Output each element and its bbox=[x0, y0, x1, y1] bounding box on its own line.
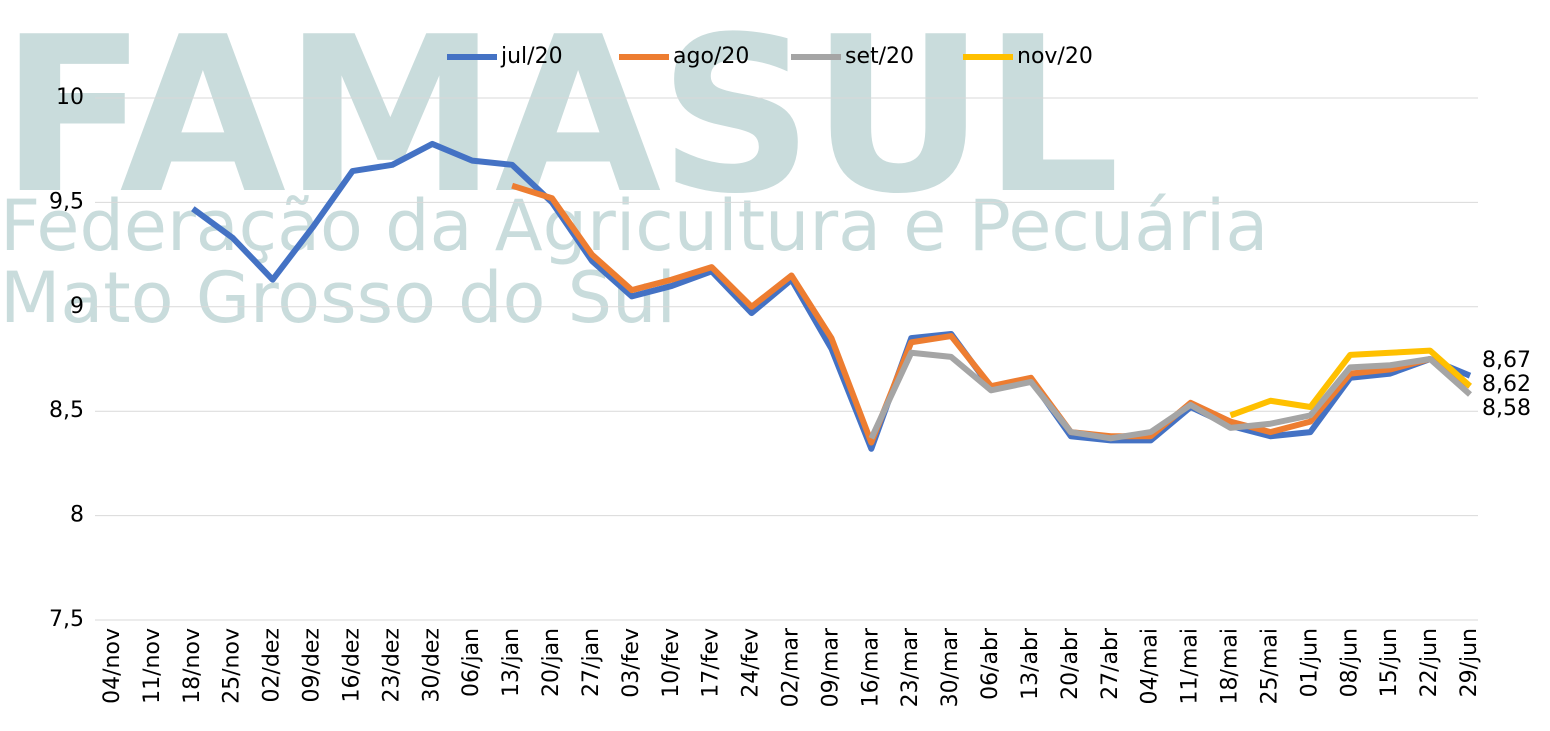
y-tick-label: 7,5 bbox=[49, 607, 84, 632]
x-tick-label: 20/jan bbox=[539, 628, 564, 697]
x-tick-label: 15/jun bbox=[1377, 628, 1402, 697]
x-tick-label: 24/fev bbox=[739, 628, 764, 698]
x-tick-label: 23/mar bbox=[898, 627, 923, 707]
series-line bbox=[191, 140, 1472, 452]
x-tick-label: 10/fev bbox=[659, 628, 684, 698]
series-line bbox=[1229, 347, 1472, 419]
x-tick-label: 29/jun bbox=[1457, 628, 1482, 697]
series-line bbox=[868, 349, 1472, 442]
x-tick-label: 27/abr bbox=[1098, 627, 1123, 700]
legend-label: nov/20 bbox=[1017, 44, 1093, 69]
legend-label: jul/20 bbox=[500, 44, 563, 69]
data-label: 8,58 bbox=[1482, 396, 1531, 421]
x-tick-label: 25/mai bbox=[1257, 628, 1282, 704]
series-line bbox=[511, 182, 1472, 446]
x-tick-label: 02/mar bbox=[779, 627, 804, 707]
watermark: Mato Grosso do Sul bbox=[0, 257, 676, 339]
x-tick-label: 09/mar bbox=[818, 627, 843, 707]
watermark: Federação da Agricultura e Pecuária bbox=[0, 185, 1268, 267]
y-tick-label: 8 bbox=[70, 503, 84, 528]
x-tick-label: 11/mai bbox=[1178, 628, 1203, 704]
x-tick-label: 06/abr bbox=[978, 627, 1003, 700]
x-tick-label: 23/dez bbox=[379, 628, 404, 702]
x-tick-label: 02/dez bbox=[260, 628, 285, 702]
x-tick-label: 13/jan bbox=[499, 628, 524, 697]
x-tick-label: 06/jan bbox=[459, 628, 484, 697]
x-tick-label: 04/mai bbox=[1138, 628, 1163, 704]
x-tick-label: 11/nov bbox=[140, 628, 165, 704]
x-tick-label: 17/fev bbox=[699, 628, 724, 698]
y-tick-label: 10 bbox=[56, 85, 84, 110]
x-tick-label: 13/abr bbox=[1018, 627, 1043, 700]
x-tick-label: 20/abr bbox=[1058, 627, 1083, 700]
watermark: FAMASUL bbox=[0, 0, 1120, 241]
x-tick-label: 30/dez bbox=[419, 628, 444, 702]
x-tick-label: 27/jan bbox=[579, 628, 604, 697]
data-label: 8,62 bbox=[1482, 372, 1531, 397]
x-tick-label: 08/jun bbox=[1337, 628, 1362, 697]
legend-label: set/20 bbox=[845, 44, 914, 69]
y-tick-label: 9,5 bbox=[49, 189, 84, 214]
x-tick-label: 22/jun bbox=[1417, 628, 1442, 697]
x-tick-label: 04/nov bbox=[100, 628, 125, 704]
x-tick-label: 16/dez bbox=[339, 628, 364, 702]
data-label: 8,67 bbox=[1482, 348, 1531, 373]
x-tick-label: 09/dez bbox=[300, 628, 325, 702]
x-tick-label: 16/mar bbox=[858, 627, 883, 707]
x-tick-label: 25/nov bbox=[220, 628, 245, 704]
y-tick-label: 9 bbox=[70, 294, 84, 319]
x-tick-label: 30/mar bbox=[938, 627, 963, 707]
x-tick-label: 01/jun bbox=[1297, 628, 1322, 697]
x-tick-label: 18/nov bbox=[180, 628, 205, 704]
x-tick-label: 18/mai bbox=[1218, 628, 1243, 704]
x-tick-label: 03/fev bbox=[619, 628, 644, 698]
y-tick-label: 8,5 bbox=[49, 398, 84, 423]
legend-label: ago/20 bbox=[673, 44, 749, 69]
